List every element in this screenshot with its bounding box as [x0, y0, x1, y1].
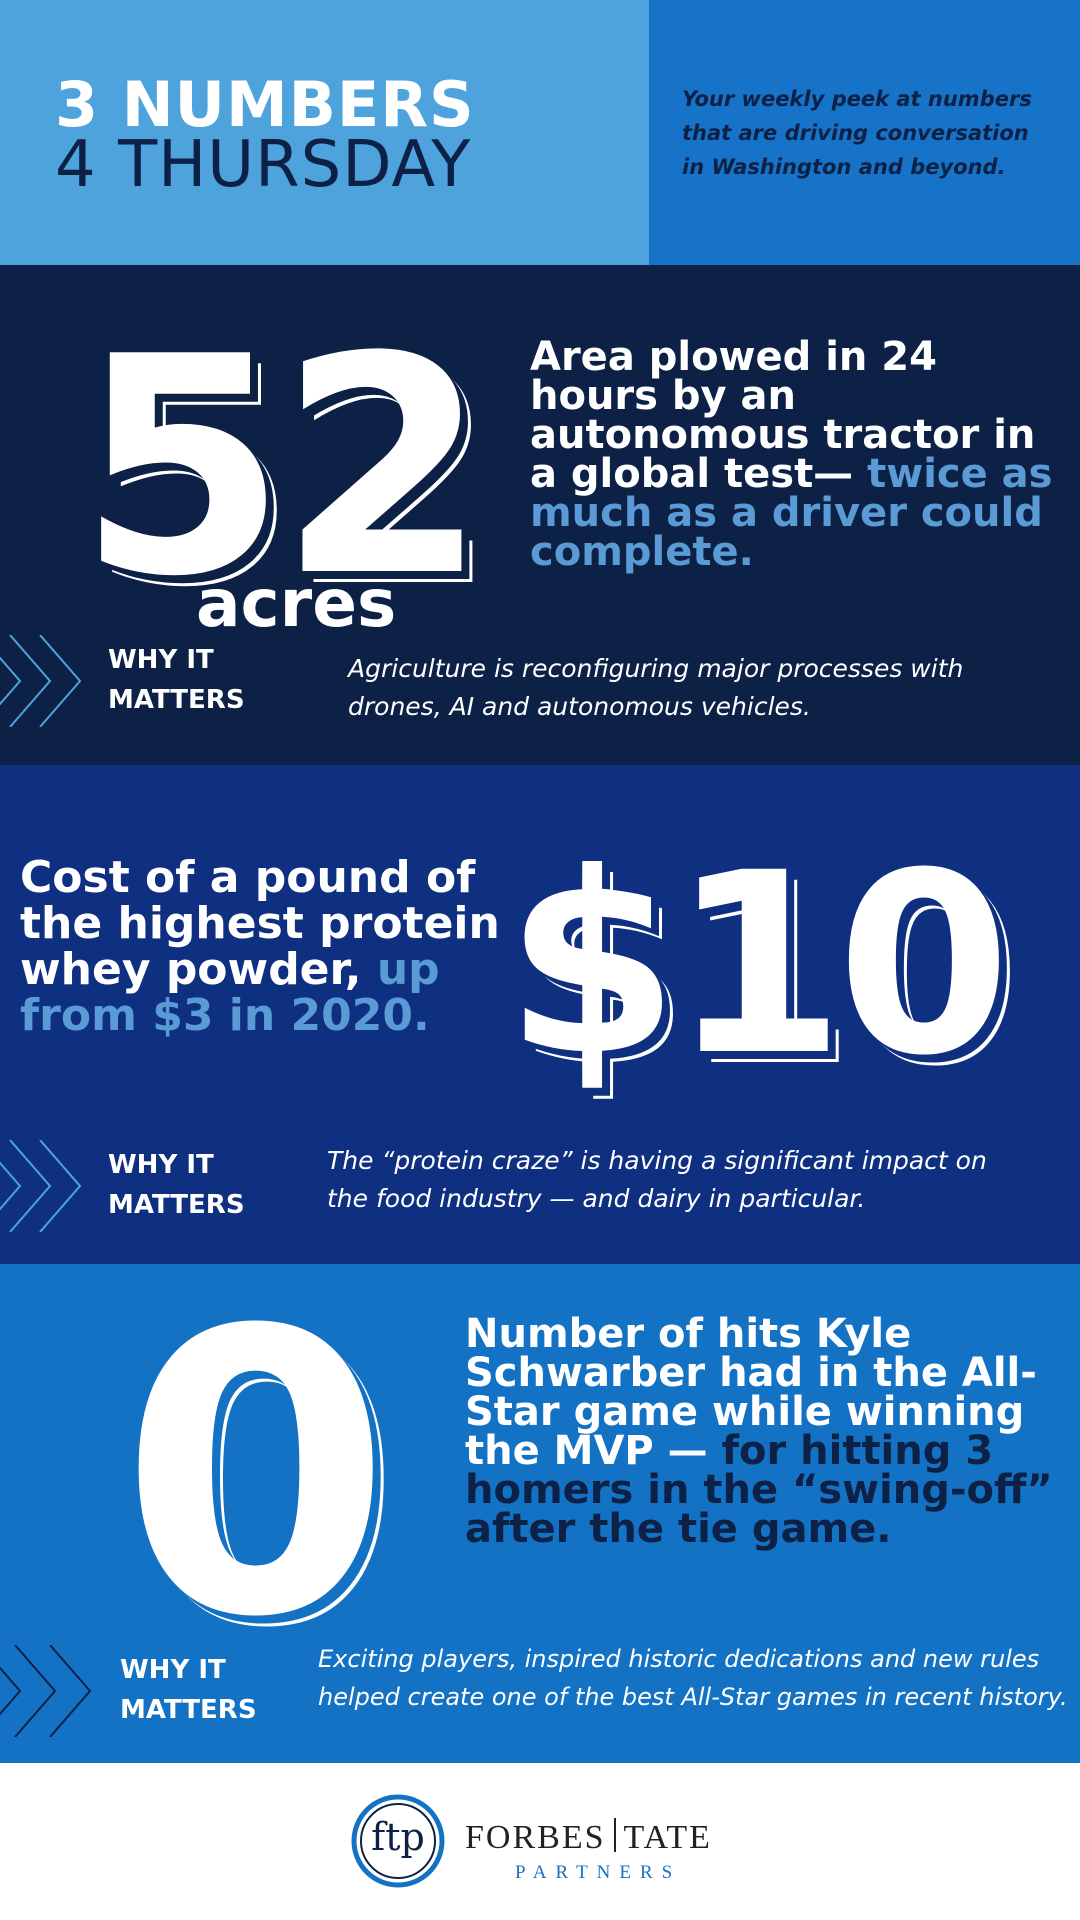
brand-left: FORBES — [465, 1819, 606, 1856]
big-number: 0 — [120, 1248, 391, 1702]
section — [0, 1264, 1080, 1763]
title: 4 THURSDAY — [55, 128, 472, 202]
why-text: Agriculture is reconfiguring major proce… — [348, 654, 964, 721]
why-label: WHY IT MATTERS — [108, 1150, 245, 1220]
why-text: The “protein craze” is having a signific… — [327, 1146, 987, 1213]
brand-sub: PARTNERS — [515, 1862, 682, 1883]
why-label: WHY IT MATTERS — [108, 645, 245, 715]
chevrons — [0, 1645, 92, 1737]
footer — [0, 1763, 1080, 1920]
section — [0, 765, 1080, 1264]
brand-name: FORBES TATE — [465, 1818, 712, 1857]
description: Number of hits Kyle Schwarber had in the… — [465, 1314, 1065, 1552]
description-text: Area plowed in 24 hours by an autonomous… — [530, 334, 1036, 497]
big-number: $10 — [505, 819, 1011, 1110]
header-panel — [649, 0, 1080, 265]
highlight: for hitting 3 homers in the “swing-off” … — [465, 1428, 1053, 1552]
why-label: WHY IT MATTERS — [120, 1655, 257, 1725]
description: Area plowed in 24 hours by an autonomous… — [530, 337, 1060, 575]
description-text: Number of hits Kyle Schwarber had in the… — [465, 1311, 1037, 1474]
highlight: up from $3 in 2020. — [20, 944, 440, 1041]
logo: ftp — [371, 1815, 425, 1859]
description-text: Cost of a pound of the highest protein w… — [20, 852, 500, 995]
unit: acres — [196, 565, 397, 642]
highlight: twice as much as a driver could complete… — [530, 451, 1053, 575]
brand-right: TATE — [623, 1819, 712, 1856]
why-text: Exciting players, inspired historic dedi… — [318, 1645, 1068, 1711]
section — [0, 265, 1080, 765]
chevrons — [0, 1140, 82, 1232]
header-panel — [0, 0, 649, 265]
description: Cost of a pound of the highest protein w… — [20, 855, 510, 1039]
logo-ring — [351, 1794, 445, 1888]
title: 3 NUMBERS — [55, 68, 475, 141]
chevrons — [0, 635, 82, 727]
divider — [613, 1818, 616, 1852]
tagline: Your weekly peek at numbers that are dri… — [682, 87, 1032, 179]
big-number: 52 — [78, 293, 487, 642]
